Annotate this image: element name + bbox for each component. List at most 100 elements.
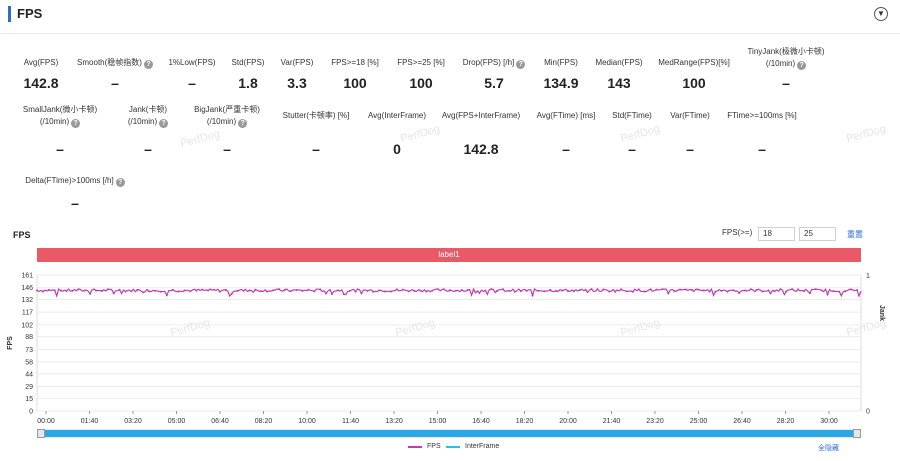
help-icon[interactable]: ? xyxy=(238,119,248,128)
metric-label-text: Std(FPS) xyxy=(231,58,265,67)
fps-data-point xyxy=(159,290,162,293)
y-tick-label: 146 xyxy=(21,285,33,292)
fps-threshold-input-2[interactable]: 25 xyxy=(799,227,836,241)
metric-label-text: Smooth(稳帧指数) xyxy=(77,58,142,67)
fps-data-point xyxy=(826,293,829,296)
fps-data-point xyxy=(561,289,564,292)
fps-data-point xyxy=(761,290,764,293)
fps-data-point xyxy=(743,289,746,292)
fps-data-point xyxy=(89,292,92,295)
fps-data-point xyxy=(319,288,322,291)
fps-data-point xyxy=(83,289,86,292)
label-bar[interactable]: label1 xyxy=(37,248,861,262)
fps-data-point xyxy=(266,290,269,293)
metric-row2-2: BigJank(严重卡顿) (/10min)? – xyxy=(172,104,282,157)
metric-label-wrapper: FPS>=18 [%] xyxy=(300,57,410,69)
hide-all-button[interactable]: 全隐藏 xyxy=(818,445,839,452)
help-icon[interactable]: ? xyxy=(159,119,169,128)
metric-label-wrapper: Stutter(卡顿率) [%] xyxy=(261,110,371,122)
fps-data-point xyxy=(378,289,381,292)
metric-row2-7: Std(FTime) – xyxy=(577,110,687,157)
metric-label-text: Avg(FPS) xyxy=(23,58,59,67)
fps-threshold-input-1[interactable]: 18 xyxy=(758,227,795,241)
help-icon[interactable]: ? xyxy=(143,60,153,69)
time-range-scrollbar[interactable] xyxy=(37,429,861,438)
fps-data-point xyxy=(171,288,174,291)
fps-data-point xyxy=(543,290,546,293)
x-tick-label: 28:20 xyxy=(777,418,795,425)
metric-label-text: Avg(InterFrame) xyxy=(367,111,427,120)
metric-value: 100 xyxy=(343,75,367,91)
y-tick-label: 73 xyxy=(25,347,33,354)
reset-button[interactable]: 重置 xyxy=(847,230,863,239)
metric-row1-4: Var(FPS) 3.3 xyxy=(242,57,352,91)
metric-label-wrapper: FPS>=25 [%] xyxy=(366,57,476,69)
fps-data-point xyxy=(389,290,392,293)
fps-data-point xyxy=(655,288,658,291)
fps-data-point xyxy=(596,288,599,291)
fps-data-point xyxy=(726,290,729,293)
metric-label-wrapper: MedRange(FPS)[%] xyxy=(639,57,749,69)
metric-value: 0 xyxy=(393,141,401,157)
help-icon[interactable]: ? xyxy=(115,178,125,187)
metric-value: – xyxy=(686,141,694,157)
fps-data-point xyxy=(413,290,416,293)
x-tick-label: 15:00 xyxy=(429,418,447,425)
metric-label-wrapper: 1%Low(FPS) xyxy=(137,57,247,69)
fps-data-point xyxy=(625,290,628,293)
fps-data-point xyxy=(531,294,534,297)
metric-value: – xyxy=(758,141,766,157)
fps-data-point xyxy=(207,289,210,292)
legend-fps[interactable]: FPS xyxy=(408,443,441,450)
fps-data-point xyxy=(248,289,251,292)
fps-data-point xyxy=(301,289,304,292)
range-end-handle[interactable] xyxy=(853,429,861,438)
y-axis-label: FPS xyxy=(7,336,14,350)
fps-data-point xyxy=(643,290,646,293)
metric-value: – xyxy=(56,141,64,157)
metric-label-text: FPS>=25 [%] xyxy=(397,58,445,67)
fps-data-point xyxy=(325,292,328,295)
fps-data-point xyxy=(41,290,44,293)
metric-row2-5: Avg(FPS+InterFrame) 142.8 xyxy=(426,110,536,157)
legend-label-fps: FPS xyxy=(427,443,441,450)
legend-label-interframe: InterFrame xyxy=(465,443,500,450)
metric-label-text: MedRange(FPS)[%] xyxy=(658,58,730,67)
metric-value: – xyxy=(562,141,570,157)
fps-data-point xyxy=(65,289,68,292)
metric-label-wrapper: Avg(InterFrame) xyxy=(342,110,452,122)
legend-interframe[interactable]: InterFrame xyxy=(446,443,499,450)
header-divider xyxy=(0,33,900,34)
fps-data-point xyxy=(136,288,139,291)
metric-label-wrapper: Min(FPS) xyxy=(506,57,616,69)
metric-label-text: FPS>=18 [%] xyxy=(331,58,379,67)
y-tick-label: 88 xyxy=(25,334,33,341)
fps-data-point xyxy=(336,289,339,292)
help-icon[interactable]: ? xyxy=(71,119,81,128)
help-icon[interactable]: ? xyxy=(797,61,807,70)
fps-data-point xyxy=(850,288,853,291)
fps-data-point xyxy=(218,290,221,293)
x-tick-label: 10:00 xyxy=(298,418,316,425)
range-start-handle[interactable] xyxy=(37,429,45,438)
fps-data-point xyxy=(513,290,516,293)
metric-label-text: Avg(FTime) [ms] xyxy=(536,111,596,120)
fps-data-point xyxy=(53,289,56,292)
metric-label-text: 1%Low(FPS) xyxy=(168,58,216,67)
fps-data-point xyxy=(484,289,487,292)
metric-value: 5.7 xyxy=(484,75,504,91)
help-icon[interactable]: ? xyxy=(516,60,526,69)
fps-data-point xyxy=(584,288,587,291)
fps-data-point xyxy=(183,289,186,292)
fps-data-point xyxy=(490,288,493,291)
metric-label-wrapper: Delta(FTime)>100ms [/h]? xyxy=(20,175,130,187)
watermark: PerfDog xyxy=(845,122,888,146)
metric-label-text: Delta(FTime)>100ms [/h] xyxy=(25,176,114,185)
fps-data-point xyxy=(820,289,823,292)
fps-data-point xyxy=(555,289,558,292)
metric-value: – xyxy=(312,141,320,157)
chevron-down-icon[interactable]: ▼ xyxy=(874,7,888,21)
metric-label-text: FTime>=100ms [%] xyxy=(727,111,797,120)
metric-value: 142.8 xyxy=(23,75,59,91)
fps-data-point xyxy=(844,290,847,293)
